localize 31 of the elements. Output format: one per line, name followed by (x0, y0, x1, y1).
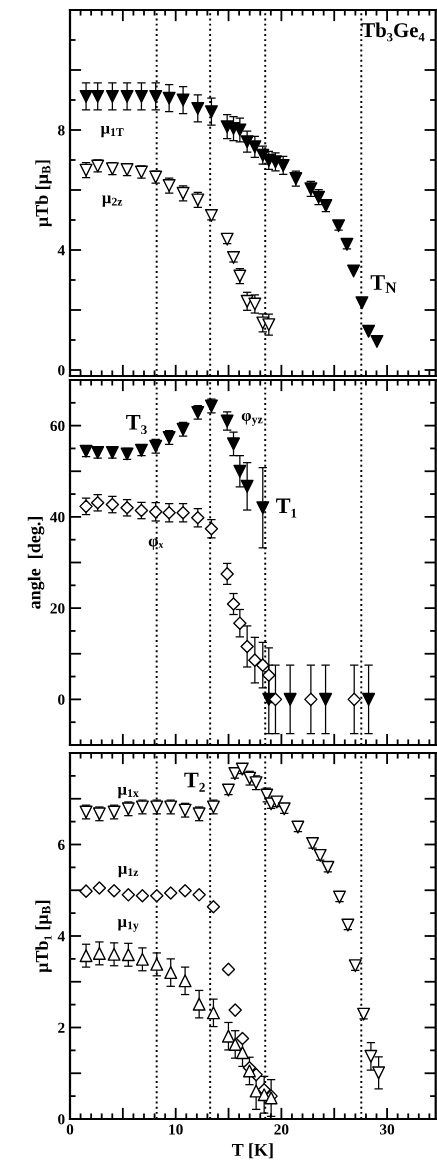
annotation: Tb₃Ge₄ (361, 22, 425, 42)
x-tick-label: 30 (380, 1124, 395, 1135)
series-label: μ$_{1x}$ (117, 786, 139, 799)
y-axis-title: μTb [μ$_{B}$] (35, 160, 52, 227)
series-label: φₓ (148, 538, 164, 550)
annotation: T₃ (126, 414, 147, 435)
y-axis-title: μTb₁ [μ$_{B}$] (35, 900, 52, 973)
y-axis-title: angle [deg.] (27, 516, 45, 609)
y-tick-label: 0 (58, 1114, 65, 1125)
y-tick-label: 4 (57, 931, 65, 942)
x-tick-label: 20 (274, 1124, 289, 1135)
series-label: μ$_{1z}$ (118, 866, 139, 878)
x-axis-title: T [K] (231, 1143, 273, 1159)
annotation: T$_{N}$ (370, 275, 397, 293)
series-label: μ$_{2z}$ (102, 195, 123, 207)
y-tick-label: 8 (58, 125, 65, 136)
y-tick-label: 60 (50, 420, 65, 432)
x-tick-label: 10 (169, 1124, 183, 1135)
y-tick-label: 6 (58, 839, 65, 850)
x-tick-label: 0 (66, 1124, 74, 1135)
series-label: μ$_{1T}$ (100, 125, 124, 138)
y-tick-label: 0 (58, 694, 65, 705)
series-label: φ$_{yz}$ (241, 413, 263, 426)
annotation: T₂ (184, 772, 205, 792)
y-tick-label: 4 (57, 245, 65, 256)
y-tick-label: 2 (58, 1022, 65, 1033)
y-tick-label: 20 (50, 603, 65, 614)
series-label: μ$_{1y}$ (117, 919, 139, 932)
y-tick-label: 0 (58, 365, 65, 376)
annotation: T₁ (276, 498, 297, 518)
y-tick-label: 40 (50, 512, 65, 523)
